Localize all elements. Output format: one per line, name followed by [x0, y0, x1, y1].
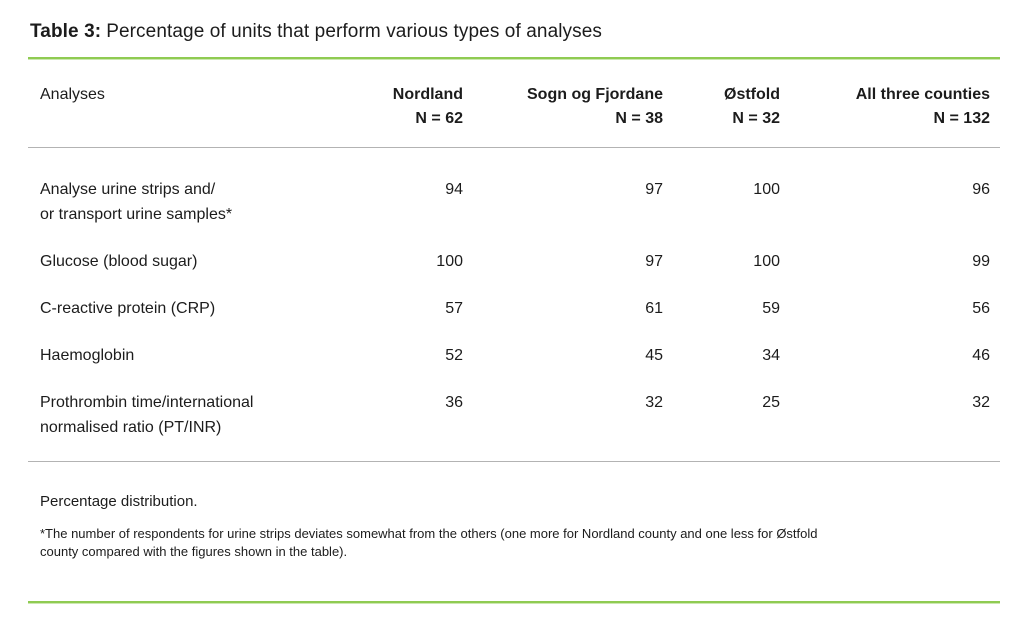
value-cell: 99 — [972, 253, 990, 270]
table-number-label: Table 3: — [30, 21, 102, 42]
analysis-label-haemoglobin: Haemoglobin — [28, 332, 358, 379]
column-n-count: N = 132 — [933, 110, 990, 127]
footnote-line: *The number of respondents for urine str… — [40, 526, 818, 541]
analysis-label-line: normalised ratio (PT/INR) — [40, 419, 222, 436]
value-cell: 34 — [762, 347, 780, 364]
value-cell: 59 — [762, 300, 780, 317]
value-cell: 56 — [972, 300, 990, 317]
value-cell: 100 — [753, 181, 780, 198]
value-cell: 97 — [645, 253, 663, 270]
value-cell: 97 — [645, 181, 663, 198]
analysis-label-line: C-reactive protein (CRP) — [40, 300, 216, 317]
column-name: All three counties — [855, 86, 990, 103]
footer-divider-rule — [28, 461, 1000, 462]
top-accent-rule — [28, 57, 1000, 59]
column-name: Nordland — [392, 86, 463, 103]
value-cell: 36 — [445, 394, 463, 411]
column-n-count: N = 38 — [615, 110, 663, 127]
value-cell: 32 — [645, 394, 663, 411]
column-name: Sogn og Fjordane — [527, 86, 663, 103]
header-divider-rule — [28, 147, 1000, 148]
value-cell: 45 — [645, 347, 663, 364]
analysis-label-pt-inr: Prothrombin time/international normalise… — [28, 379, 358, 451]
column-n-count: N = 32 — [732, 110, 780, 127]
table-caption: Percentage of units that perform various… — [106, 21, 603, 42]
bottom-accent-rule — [28, 601, 1000, 603]
analysis-label-line: Glucose (blood sugar) — [40, 253, 198, 270]
analysis-label-line: or transport urine samples* — [40, 206, 233, 223]
analysis-label-urine-strips: Analyse urine strips and/ or transport u… — [28, 166, 358, 238]
analysis-label-glucose: Glucose (blood sugar) — [28, 238, 358, 285]
value-cell: 52 — [445, 347, 463, 364]
table-header-row: Analyses Nordland N = 62 Sogn og Fjordan… — [28, 59, 990, 147]
bottom-rule-container — [28, 601, 1000, 603]
value-cell: 46 — [972, 347, 990, 364]
column-header-ostfold: Østfold N = 32 — [663, 83, 780, 131]
column-name: Østfold — [724, 86, 780, 103]
analysis-label-line: Prothrombin time/international — [40, 394, 254, 411]
value-cell: 96 — [972, 181, 990, 198]
column-header-nordland: Nordland N = 62 — [358, 83, 463, 131]
column-header-analyses: Analyses — [40, 86, 105, 103]
column-header-all-three-counties: All three counties N = 132 — [780, 83, 990, 131]
value-cell: 61 — [645, 300, 663, 317]
table-footnote: *The number of respondents for urine str… — [40, 525, 1000, 561]
value-cell: 100 — [753, 253, 780, 270]
column-n-count: N = 62 — [415, 110, 463, 127]
table-note: Percentage distribution. — [40, 493, 198, 510]
table-title: Table 3: Percentage of units that perform… — [30, 20, 1000, 44]
value-cell: 57 — [445, 300, 463, 317]
analysis-label-line: Haemoglobin — [40, 347, 135, 364]
value-cell: 94 — [445, 181, 463, 198]
table-body: Analyse urine strips and/ or transport u… — [28, 148, 990, 461]
analysis-label-crp: C-reactive protein (CRP) — [28, 285, 358, 332]
analysis-label-line: Analyse urine strips and/ — [40, 181, 216, 198]
value-cell: 100 — [436, 253, 463, 270]
value-cell: 25 — [762, 394, 780, 411]
value-cell: 32 — [972, 394, 990, 411]
footnote-line: county compared with the figures shown i… — [40, 544, 348, 559]
column-header-sogn-og-fjordane: Sogn og Fjordane N = 38 — [463, 83, 663, 131]
